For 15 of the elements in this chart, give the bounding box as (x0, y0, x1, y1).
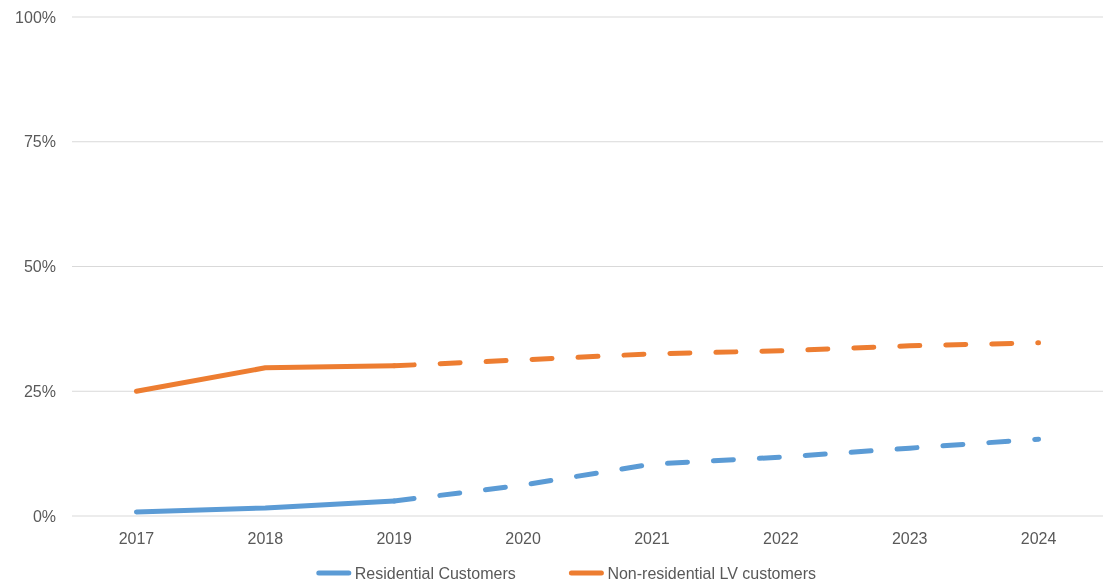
x-tick-label: 2021 (634, 530, 670, 547)
x-tick-label: 2024 (1020, 530, 1057, 547)
y-tick-label: 75% (23, 133, 56, 151)
legend-label: Residential Customers (354, 564, 516, 582)
y-tick-label: 50% (23, 258, 56, 276)
x-tick-label: 2020 (505, 530, 541, 547)
y-tick-label: 25% (23, 382, 56, 400)
y-tick-label: 100% (15, 8, 56, 26)
y-tick-label: 0% (32, 507, 56, 525)
x-tick-label: 2018 (247, 530, 284, 547)
legend-label: Non-residential LV customers (607, 564, 817, 582)
x-tick-label: 2023 (891, 530, 928, 547)
x-tick-label: 2019 (376, 530, 413, 547)
x-tick-label: 2017 (118, 530, 155, 547)
x-tick-label: 2022 (763, 530, 799, 547)
